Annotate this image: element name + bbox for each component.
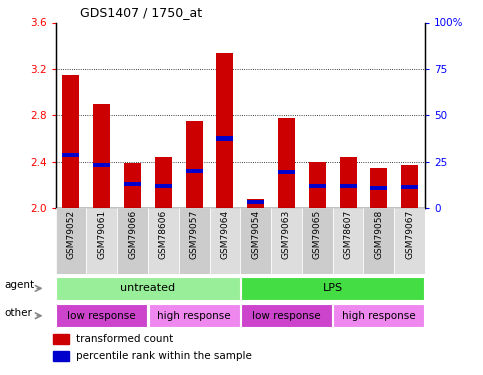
Text: GSM79061: GSM79061 [97, 210, 106, 260]
Text: GSM79067: GSM79067 [405, 210, 414, 260]
Text: agent: agent [4, 280, 35, 290]
Text: GSM79052: GSM79052 [67, 210, 75, 259]
Bar [247, 200, 264, 204]
Text: other: other [4, 308, 32, 318]
Bar [179, 208, 210, 274]
Bar [149, 304, 240, 327]
Bar [117, 208, 148, 274]
Bar [93, 163, 110, 167]
Bar [241, 277, 425, 300]
Bar [370, 168, 387, 208]
Bar [155, 184, 172, 188]
Bar [56, 208, 86, 274]
Bar [247, 199, 264, 208]
Text: transformed count: transformed count [76, 334, 173, 344]
Text: low response: low response [252, 311, 321, 321]
Bar [241, 304, 332, 327]
Bar [333, 208, 364, 274]
Bar [93, 104, 110, 208]
Bar [340, 157, 356, 208]
Text: GSM79065: GSM79065 [313, 210, 322, 260]
Bar [124, 182, 141, 186]
Bar [62, 153, 79, 157]
Text: GSM79066: GSM79066 [128, 210, 137, 260]
Bar [62, 75, 79, 208]
Bar [185, 169, 202, 173]
Bar [364, 208, 394, 274]
Bar [210, 208, 240, 274]
Text: GSM79057: GSM79057 [190, 210, 199, 260]
Bar [302, 208, 333, 274]
Text: GSM78606: GSM78606 [159, 210, 168, 260]
Bar [394, 208, 425, 274]
Bar [56, 277, 240, 300]
Text: percentile rank within the sample: percentile rank within the sample [76, 351, 252, 361]
Bar [56, 304, 147, 327]
Bar [216, 53, 233, 208]
Bar [86, 208, 117, 274]
Bar [240, 208, 271, 274]
Bar [278, 118, 295, 208]
Bar [155, 157, 172, 208]
Bar [401, 165, 418, 208]
Bar [54, 351, 69, 361]
Bar [124, 163, 141, 208]
Bar [216, 136, 233, 141]
Bar [54, 334, 69, 344]
Bar [309, 184, 326, 188]
Text: GDS1407 / 1750_at: GDS1407 / 1750_at [80, 6, 202, 19]
Text: GSM79064: GSM79064 [220, 210, 229, 259]
Text: untreated: untreated [120, 284, 175, 293]
Text: high response: high response [157, 311, 231, 321]
Text: GSM79054: GSM79054 [251, 210, 260, 259]
Bar [370, 186, 387, 190]
Text: GSM78607: GSM78607 [343, 210, 353, 260]
Bar [340, 184, 356, 188]
Bar [271, 208, 302, 274]
Text: GSM79063: GSM79063 [282, 210, 291, 260]
Bar [309, 162, 326, 208]
Text: GSM79058: GSM79058 [374, 210, 384, 260]
Bar [401, 185, 418, 189]
Bar [333, 304, 425, 327]
Text: low response: low response [68, 311, 136, 321]
Bar [278, 170, 295, 174]
Text: LPS: LPS [323, 284, 343, 293]
Bar [148, 208, 179, 274]
Bar [185, 121, 202, 208]
Text: high response: high response [342, 311, 416, 321]
